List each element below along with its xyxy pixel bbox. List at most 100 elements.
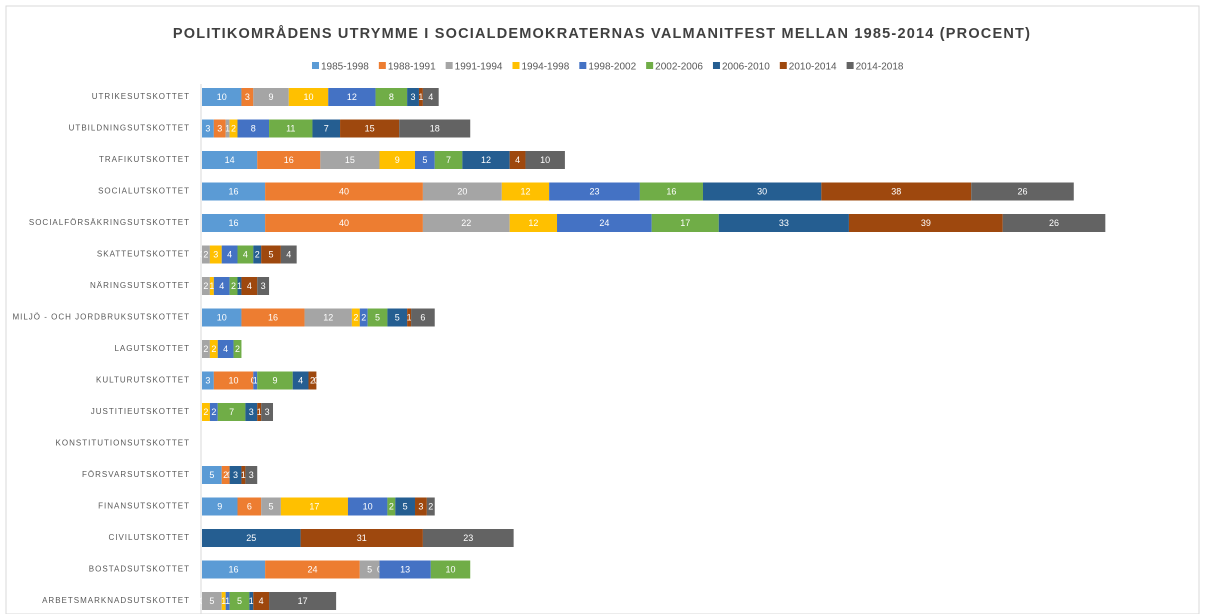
bar-segment xyxy=(422,529,514,547)
bar-segment xyxy=(229,592,250,610)
bar-segment xyxy=(229,119,238,138)
data-label: 5 xyxy=(237,596,242,606)
data-label: 3 xyxy=(205,123,210,133)
bar-segment xyxy=(202,592,222,610)
bar-segment xyxy=(971,182,1074,201)
data-label: 2 xyxy=(235,344,240,354)
bar-segment xyxy=(209,403,218,421)
data-label: 23 xyxy=(463,533,473,543)
data-label: 5 xyxy=(209,596,214,606)
data-label: 17 xyxy=(680,218,690,228)
data-label: 7 xyxy=(446,155,451,165)
bar-segment xyxy=(351,308,360,327)
bar-segment xyxy=(202,371,214,390)
bar-segment xyxy=(359,560,380,579)
bar-segment xyxy=(821,182,972,201)
data-label: 25 xyxy=(246,533,256,543)
data-label: 22 xyxy=(461,218,471,228)
data-label: 3 xyxy=(213,249,218,259)
bar-segment xyxy=(261,403,274,421)
bar-segment xyxy=(359,308,368,327)
legend-label: 2006-2010 xyxy=(722,62,770,73)
bar-segment xyxy=(257,151,321,169)
data-label: 2 xyxy=(389,501,394,511)
bar-segment xyxy=(237,277,242,295)
data-label: 4 xyxy=(298,375,303,385)
bar-segment xyxy=(202,277,210,295)
data-label: 3 xyxy=(249,407,254,417)
bar-segment xyxy=(269,592,337,610)
bar-segment xyxy=(418,88,423,106)
data-label: 2 xyxy=(231,281,236,291)
bar-segment xyxy=(202,119,214,138)
data-label: 10 xyxy=(217,92,227,102)
bar-segment xyxy=(415,151,435,169)
bar-segment xyxy=(639,182,703,201)
bar-segment xyxy=(265,182,423,201)
data-label: 3 xyxy=(418,501,423,511)
data-label: 10 xyxy=(363,501,373,511)
legend-label: 1988-1991 xyxy=(388,62,436,73)
bar-segment xyxy=(202,466,222,484)
data-label: 10 xyxy=(540,155,550,165)
y-tick-label: ARBETSMARKNADSUTSKOTTET xyxy=(42,596,190,605)
data-label: 1 xyxy=(253,375,258,385)
bar-segment xyxy=(651,214,719,232)
data-label: 2 xyxy=(428,501,433,511)
bar-segment xyxy=(525,151,565,169)
data-label: 3 xyxy=(261,281,266,291)
bar-segment xyxy=(241,88,254,106)
data-label: 2 xyxy=(223,470,228,480)
bar-segment xyxy=(221,592,226,610)
bar-segment xyxy=(328,88,376,106)
bar-segment xyxy=(202,308,242,327)
data-label: 2 xyxy=(203,407,208,417)
data-label: 18 xyxy=(430,123,440,133)
legend-label: 1991-1994 xyxy=(455,62,503,73)
bar-segment xyxy=(241,466,246,484)
y-tick-label: SOCIALFÖRSÄKRINGSUTSKOTTET xyxy=(29,218,190,227)
data-label: 30 xyxy=(757,186,767,196)
bar-segment xyxy=(379,151,416,169)
bar-segment xyxy=(462,151,510,169)
bar-segment xyxy=(217,403,246,421)
data-label: 7 xyxy=(229,407,234,417)
bar-segment xyxy=(225,592,230,610)
bar-segment xyxy=(261,497,281,516)
legend-swatch xyxy=(512,62,520,69)
bar-segment xyxy=(411,308,435,327)
data-label: 10 xyxy=(303,92,313,102)
bar-segment xyxy=(434,151,463,169)
y-tick-label: LAGUTSKOTTET xyxy=(114,344,190,353)
chart-title: POLITIKOMRÅDENS UTRYMME I SOCIALDEMOKRAT… xyxy=(173,25,1031,42)
data-label: 8 xyxy=(251,123,256,133)
bar-segment xyxy=(347,497,388,516)
legend-swatch xyxy=(846,62,854,69)
bar-segment xyxy=(229,466,242,484)
bar-segment xyxy=(718,214,849,232)
data-label: 16 xyxy=(666,186,676,196)
y-tick-label: KULTURUTSKOTTET xyxy=(96,376,190,385)
data-label: 16 xyxy=(229,186,239,196)
data-label: 9 xyxy=(217,501,222,511)
bar-segment xyxy=(209,340,218,358)
data-label: 1 xyxy=(407,312,412,322)
data-label: 12 xyxy=(481,155,491,165)
data-label: 4 xyxy=(428,92,433,102)
data-label: 12 xyxy=(528,218,538,228)
data-label: 10 xyxy=(229,375,239,385)
bar-segment xyxy=(202,340,210,358)
bar-segment xyxy=(241,308,305,327)
y-tick-label: UTRIKESUTSKOTTET xyxy=(92,92,190,101)
data-label: 10 xyxy=(446,564,456,574)
data-label: 4 xyxy=(286,249,291,259)
bar-segment xyxy=(387,308,408,327)
data-label: 3 xyxy=(233,470,238,480)
bar-segment xyxy=(557,214,652,232)
data-label: 4 xyxy=(515,155,520,165)
bar-segment xyxy=(202,214,266,232)
legend-swatch xyxy=(712,62,720,69)
data-label: 24 xyxy=(307,564,317,574)
data-label: 12 xyxy=(347,92,357,102)
